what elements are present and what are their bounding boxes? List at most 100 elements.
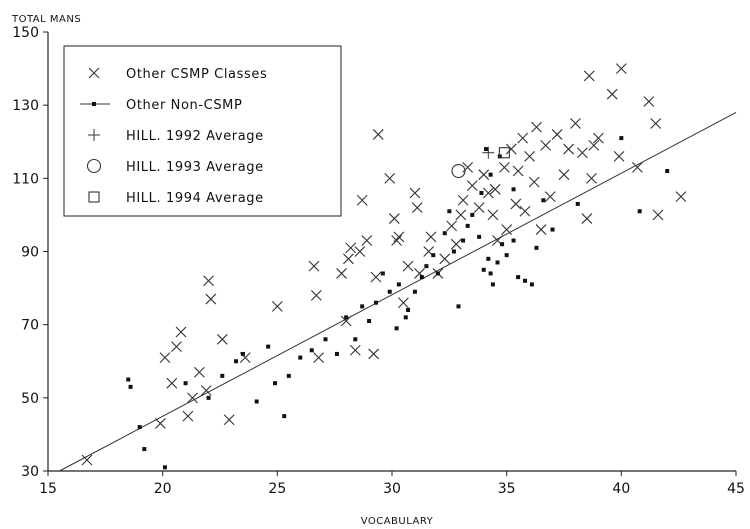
csmp-point [409,187,421,199]
y-tick-label: 150 [12,25,39,41]
non-csmp-point [488,271,493,276]
csmp-point [558,169,570,181]
non-csmp-point [484,147,489,152]
csmp-point [531,121,542,133]
csmp-point [563,143,574,155]
csmp-point [354,246,366,257]
legend-plus-icon [88,129,100,141]
csmp-point [586,172,597,184]
non-csmp-point [419,275,424,280]
csmp-point [308,260,320,272]
non-csmp-point [309,348,314,353]
csmp-point [588,140,600,151]
non-csmp-point [511,187,516,192]
csmp-point [462,161,474,173]
csmp-point [583,70,595,82]
non-csmp-point [665,169,670,174]
non-csmp-point [266,344,271,349]
x-tick-label: 35 [498,481,516,497]
csmp-point [384,172,396,184]
non-csmp-point [412,289,417,294]
non-csmp-point [495,260,500,265]
non-csmp-point [523,278,528,283]
non-csmp-point [254,399,259,404]
csmp-point [159,352,171,363]
csmp-point [457,194,469,206]
hill-1994-point [498,147,510,159]
csmp-point [455,209,467,221]
csmp-point [519,205,531,217]
non-csmp-point [240,351,245,356]
hill-1992-point [482,146,495,159]
hill-1993-point [451,163,466,179]
non-csmp-point [619,136,624,141]
non-csmp-point [367,319,372,324]
non-csmp-point [516,275,521,280]
csmp-point [200,385,212,396]
csmp-point [81,454,93,466]
x-tick-label: 45 [727,481,745,497]
non-csmp-point [234,359,239,364]
legend-label: HILL. 1992 Average [126,129,264,144]
csmp-point [524,150,535,162]
csmp-point [528,176,540,188]
y-axis-title: TOTAL MANS [11,14,81,25]
csmp-point [466,180,478,192]
csmp-point [340,315,352,327]
non-csmp-point [488,172,493,177]
csmp-point [388,213,400,224]
non-csmp-point [126,377,131,382]
non-csmp-point [456,304,461,309]
csmp-point [517,132,529,144]
x-tick-label: 40 [612,481,630,497]
csmp-point [652,209,664,221]
legend-square-icon [88,191,100,203]
y-tick-label: 50 [21,391,39,407]
non-csmp-point [470,212,475,217]
non-csmp-point [403,315,408,320]
non-csmp-point [373,300,378,305]
csmp-point [182,410,194,422]
csmp-point [193,366,205,378]
non-csmp-point [353,337,358,342]
csmp-point [505,143,517,155]
trend-line-group [59,112,737,472]
csmp-point [478,169,490,181]
csmp-point [498,161,510,173]
non-csmp-point [220,373,225,378]
csmp-point [223,414,235,426]
legend-label: Other Non-CSMP [126,98,242,113]
non-csmp-point [128,384,133,389]
csmp-point [391,235,402,246]
legend-label: Other CSMP Classes [126,67,267,82]
csmp-point [631,161,643,173]
non-csmp-point [406,308,411,313]
csmp-point [439,253,451,265]
csmp-point [487,209,499,221]
non-csmp-point [465,223,470,228]
legend-x-icon [88,67,100,79]
csmp-point [398,297,409,309]
non-csmp-point [431,253,436,258]
x-axis-title: VOCABULARY [361,516,434,527]
csmp-point [606,88,618,100]
csmp-point [613,150,625,162]
non-csmp-point [479,190,484,195]
non-csmp-point [137,425,142,430]
non-csmp-point [451,249,456,254]
csmp-point [643,96,655,107]
non-csmp-point [529,282,534,287]
non-csmp-point [334,351,339,356]
csmp-point [450,238,462,250]
non-csmp-point [323,337,328,342]
non-csmp-point [575,201,580,206]
x-tick-label: 25 [268,481,286,497]
y-tick-label: 130 [12,98,39,114]
non-csmp-point [481,267,486,272]
csmp-point [175,326,187,338]
non-csmp-point [447,209,452,214]
non-csmp-point [396,282,401,287]
csmp-point [271,300,283,312]
non-csmp-point [360,304,365,309]
